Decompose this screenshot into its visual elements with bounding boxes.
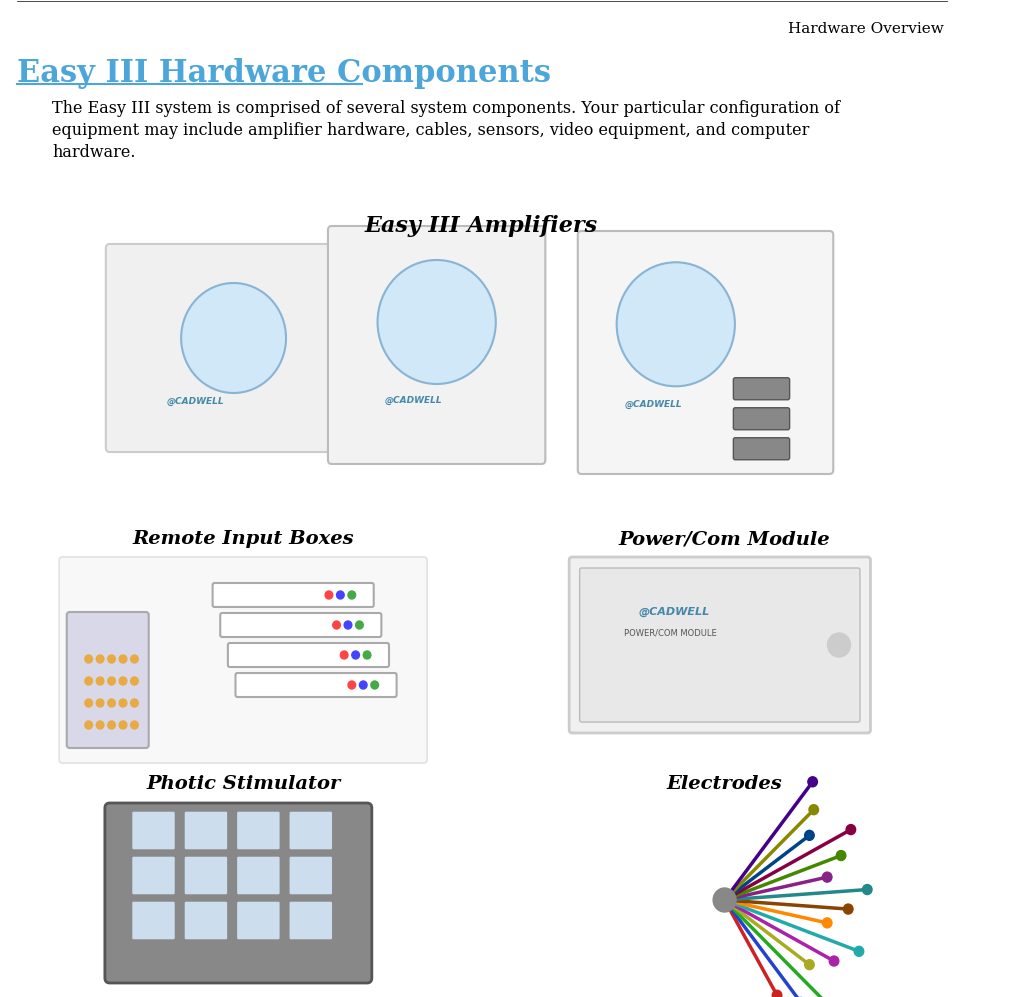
FancyBboxPatch shape [184, 811, 227, 850]
FancyBboxPatch shape [59, 557, 427, 763]
FancyBboxPatch shape [106, 244, 361, 452]
Circle shape [119, 721, 126, 729]
Circle shape [344, 621, 352, 629]
Text: @CADWELL: @CADWELL [167, 397, 224, 406]
FancyBboxPatch shape [212, 583, 374, 607]
FancyBboxPatch shape [227, 643, 389, 667]
FancyBboxPatch shape [733, 408, 790, 430]
Text: Electrodes: Electrodes [666, 775, 783, 793]
Circle shape [96, 699, 104, 707]
Circle shape [85, 699, 92, 707]
Circle shape [181, 283, 286, 393]
Text: Easy III Hardware Components: Easy III Hardware Components [17, 58, 551, 89]
Circle shape [130, 677, 139, 685]
FancyBboxPatch shape [220, 613, 381, 637]
FancyBboxPatch shape [569, 557, 870, 733]
Circle shape [96, 655, 104, 663]
Circle shape [377, 260, 495, 384]
Circle shape [829, 956, 839, 966]
Circle shape [130, 699, 139, 707]
Circle shape [337, 591, 344, 599]
Circle shape [119, 655, 126, 663]
Text: Remote Input Boxes: Remote Input Boxes [132, 530, 354, 548]
Circle shape [854, 946, 863, 956]
Circle shape [85, 655, 92, 663]
Circle shape [828, 633, 850, 657]
FancyBboxPatch shape [105, 803, 372, 983]
Circle shape [617, 262, 735, 386]
Circle shape [119, 699, 126, 707]
Circle shape [809, 805, 819, 815]
Text: POWER/COM MODULE: POWER/COM MODULE [625, 628, 717, 637]
Circle shape [822, 872, 832, 882]
Circle shape [108, 655, 115, 663]
Text: Hardware Overview: Hardware Overview [789, 22, 944, 36]
FancyBboxPatch shape [733, 378, 790, 400]
FancyBboxPatch shape [733, 438, 790, 460]
Circle shape [85, 721, 92, 729]
FancyBboxPatch shape [184, 901, 227, 940]
FancyBboxPatch shape [184, 856, 227, 895]
Text: equipment may include amplifier hardware, cables, sensors, video equipment, and : equipment may include amplifier hardware… [53, 122, 810, 139]
FancyBboxPatch shape [328, 226, 545, 464]
Circle shape [108, 699, 115, 707]
Circle shape [85, 677, 92, 685]
Text: The Easy III system is comprised of several system components. Your particular c: The Easy III system is comprised of seve… [53, 100, 840, 117]
Circle shape [96, 721, 104, 729]
FancyBboxPatch shape [131, 901, 176, 940]
Circle shape [808, 777, 818, 787]
Circle shape [108, 721, 115, 729]
Circle shape [805, 960, 814, 970]
Text: Photic Stimulator: Photic Stimulator [146, 775, 341, 793]
FancyBboxPatch shape [237, 901, 280, 940]
Circle shape [130, 655, 139, 663]
Text: hardware.: hardware. [53, 144, 135, 161]
Circle shape [119, 677, 126, 685]
FancyBboxPatch shape [67, 612, 149, 748]
FancyBboxPatch shape [237, 856, 280, 895]
Circle shape [130, 721, 139, 729]
Circle shape [333, 621, 341, 629]
Text: @CADWELL: @CADWELL [384, 396, 442, 405]
Circle shape [341, 651, 348, 659]
Circle shape [836, 850, 846, 860]
Circle shape [862, 884, 872, 894]
Text: @CADWELL: @CADWELL [625, 400, 682, 409]
Text: Easy III Amplifiers: Easy III Amplifiers [365, 215, 599, 237]
Circle shape [356, 621, 363, 629]
FancyBboxPatch shape [131, 856, 176, 895]
Circle shape [371, 681, 378, 689]
Circle shape [843, 904, 853, 914]
Circle shape [348, 591, 356, 599]
Text: Power/Com Module: Power/Com Module [619, 530, 830, 548]
FancyBboxPatch shape [237, 811, 280, 850]
FancyBboxPatch shape [289, 811, 333, 850]
FancyBboxPatch shape [131, 811, 176, 850]
FancyBboxPatch shape [579, 568, 860, 722]
Circle shape [846, 825, 855, 834]
Circle shape [713, 888, 736, 912]
Circle shape [805, 831, 814, 840]
Circle shape [363, 651, 371, 659]
FancyBboxPatch shape [577, 231, 833, 474]
Circle shape [772, 990, 782, 997]
Circle shape [822, 918, 832, 928]
Circle shape [352, 651, 360, 659]
FancyBboxPatch shape [289, 901, 333, 940]
Circle shape [96, 677, 104, 685]
Circle shape [348, 681, 356, 689]
FancyBboxPatch shape [236, 673, 396, 697]
Circle shape [108, 677, 115, 685]
Circle shape [326, 591, 333, 599]
Text: @CADWELL: @CADWELL [639, 607, 710, 617]
FancyBboxPatch shape [289, 856, 333, 895]
Circle shape [360, 681, 367, 689]
